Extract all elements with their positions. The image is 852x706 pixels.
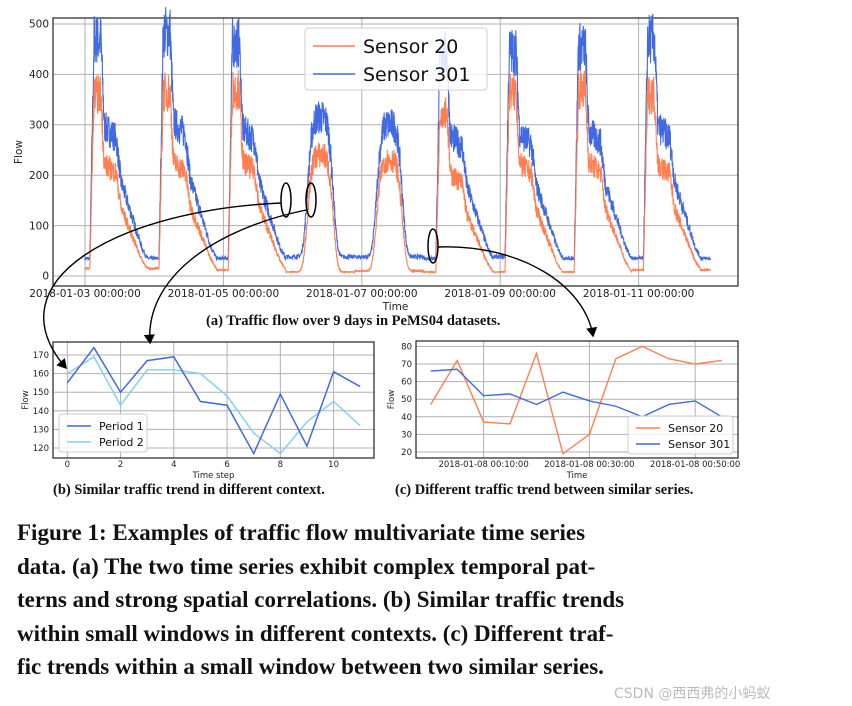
caption-line: data. (a) The two time series exhibit co… [17, 553, 596, 579]
x-tick-label: 2018-01-09 00:00:00 [444, 288, 556, 300]
y-axis-label: Flow [13, 140, 25, 164]
caption-line: Figure 1: Examples of traffic flow multi… [17, 520, 586, 545]
y-tick-label: 30 [401, 430, 412, 440]
legend-label: Period 1 [99, 420, 144, 433]
x-tick-label: 2018-01-07 00:00:00 [306, 288, 418, 300]
y-tick-label: 60 [401, 378, 412, 388]
legend-label: Sensor 20 [363, 36, 458, 58]
x-axis-label: Time [382, 301, 409, 313]
series-line-sensor-301 [430, 368, 723, 418]
callout-arrows [43, 182, 598, 370]
highlight-ellipse [427, 228, 439, 264]
y-tick-label: 70 [401, 360, 412, 370]
legend-label: Sensor 20 [668, 422, 723, 435]
x-tick-label: 8 [278, 460, 283, 470]
y-tick-label: 100 [29, 220, 49, 232]
series-line-sensor-20 [84, 69, 711, 275]
callout-arrow-period-1 [43, 202, 282, 370]
caption-a: (a) Traffic flow over 9 days in PeMS04 d… [206, 313, 501, 329]
caption-c: (c) Different traffic trend between simi… [395, 482, 694, 498]
legend-label: Sensor 301 [363, 64, 470, 86]
plot-frame [415, 340, 739, 459]
series-line-sensor-301 [84, 7, 711, 262]
watermark: CSDN @西西弗的小蚂蚁 [614, 686, 771, 702]
highlight-ellipse [305, 182, 317, 218]
y-tick-label: 120 [33, 444, 49, 454]
y-tick-label: 170 [33, 351, 49, 361]
chart-a-traffic-9-days: 2018-01-03 00:00:00 2018-01-05 00:00:00 20… [13, 7, 739, 313]
x-axis-label: Time [566, 471, 588, 481]
y-tick-label: 200 [29, 170, 49, 182]
y-tick-label: 50 [401, 395, 412, 405]
highlight-ellipse [280, 182, 292, 218]
series-line-period-1 [66, 346, 361, 456]
y-tick-label: 150 [33, 388, 49, 398]
y-tick-label: 400 [29, 69, 49, 81]
y-tick-label: 500 [29, 19, 49, 31]
y-tick-label: 0 [42, 271, 49, 283]
caption-line: terns and strong spatial correlations. (… [17, 587, 625, 613]
y-tick-label: 80 [401, 342, 412, 352]
x-tick-label: 2018-01-11 00:00:00 [583, 288, 695, 300]
plot-frame [52, 17, 739, 287]
chart-b-similar-trend: 0 2 4 6 8 10 120 130 140 150 160 170 Time step Flow Pe… [21, 341, 375, 481]
x-tick-label: 6 [224, 460, 229, 470]
x-tick-label: 2 [118, 460, 123, 470]
chart-c-different-trend: 2018-01-08 00:10:00 2018-01-08 00:30:00 20… [387, 340, 740, 481]
x-tick-label: 2018-01-08 00:10:00 [438, 460, 528, 470]
x-tick-label: 4 [171, 460, 176, 470]
legend-label: Period 2 [99, 436, 144, 449]
y-tick-label: 20 [401, 448, 412, 458]
y-tick-label: 160 [33, 370, 49, 380]
caption-line: within small windows in different contex… [17, 620, 614, 646]
series-line-period-2 [66, 355, 361, 455]
x-tick-label: 2018-01-05 00:00:00 [168, 288, 280, 300]
caption-line: fic trends within a small window between… [17, 654, 604, 680]
callout-arrow-sensor-window [437, 246, 598, 338]
plot-frame [52, 341, 375, 459]
y-axis-label: Flow [387, 390, 397, 409]
x-tick-label: 2018-01-03 00:00:00 [29, 288, 141, 300]
y-tick-label: 300 [29, 119, 49, 131]
y-tick-label: 40 [401, 413, 412, 423]
x-tick-label: 10 [328, 460, 339, 470]
y-tick-label: 140 [33, 407, 49, 417]
series-line-sensor-20 [430, 345, 722, 455]
x-axis-label: Time step [192, 471, 235, 481]
x-tick-label: 2018-01-08 00:50:00 [650, 460, 740, 470]
caption-b: (b) Similar traffic trend in different c… [53, 482, 325, 498]
callout-arrow-period-2 [143, 209, 307, 345]
x-tick-label: 2018-01-08 00:30:00 [544, 460, 634, 470]
x-tick-label: 0 [65, 460, 70, 470]
legend-label: Sensor 301 [668, 438, 730, 451]
y-tick-label: 130 [33, 425, 49, 435]
y-axis-label: Flow [21, 390, 31, 409]
figure-caption: Figure 1: Examples of traffic flow multi… [17, 516, 624, 684]
